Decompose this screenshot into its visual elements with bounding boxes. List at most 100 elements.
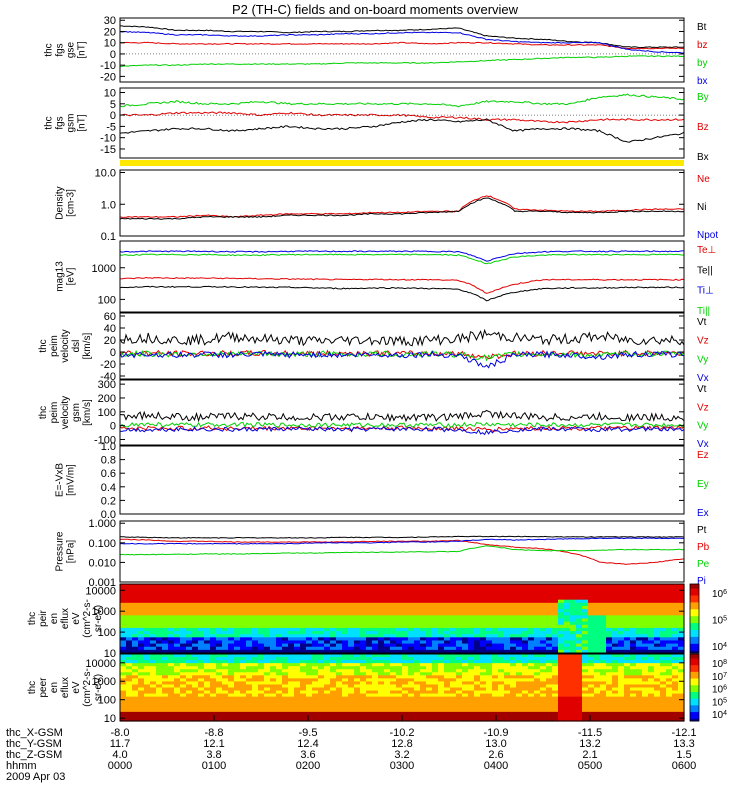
peir-cell: [666, 602, 673, 607]
peer-cell: [126, 687, 133, 692]
peir-cell: [216, 637, 223, 642]
peer-cell: [534, 666, 541, 670]
peir-cell: [378, 634, 385, 638]
peir-cell: [444, 624, 451, 629]
peer-cell: [588, 693, 595, 698]
peir-cell: [336, 584, 343, 588]
peir-cell: [600, 643, 607, 648]
peir-cell: [564, 627, 571, 632]
y-tick-label: 10: [104, 38, 116, 50]
peer-cell: [324, 660, 331, 664]
peir-cell: [270, 618, 277, 623]
peer-cell: [426, 711, 433, 716]
peer-cell: [498, 705, 505, 710]
peer-cell: [552, 702, 559, 707]
peer-cell: [558, 708, 565, 713]
peer-cell: [636, 657, 643, 661]
peir-cell: [144, 602, 151, 607]
peir-cell: [276, 590, 283, 595]
peer-cell: [648, 684, 655, 689]
peer-cell: [582, 717, 589, 722]
peer-cell: [288, 657, 295, 661]
peer-cell: [138, 684, 145, 689]
peir-cell: [582, 640, 589, 645]
peer-cell: [378, 660, 385, 664]
peer-cell: [576, 690, 583, 695]
peer-cell: [186, 678, 193, 683]
peer-cell: [522, 657, 529, 661]
peer-cell: [504, 669, 511, 673]
peir-cell: [264, 609, 271, 613]
peir-cell: [174, 631, 181, 635]
peir-cell: [414, 605, 421, 610]
peir-cell: [240, 631, 247, 635]
peir-cell: [432, 646, 439, 651]
peer-cell: [216, 654, 223, 658]
peer-cell: [432, 708, 439, 713]
peir-cell: [582, 587, 589, 591]
peer-cell: [654, 669, 661, 673]
peer-cell: [252, 696, 259, 701]
peer-cell: [462, 711, 469, 716]
peir-cell: [192, 624, 199, 629]
peir-cell: [642, 602, 649, 607]
peir-cell: [174, 637, 181, 642]
peer-cell: [414, 660, 421, 664]
peer-cell: [636, 717, 643, 722]
peir-cell: [486, 593, 493, 598]
peer-cell: [456, 675, 463, 679]
peer-cell: [354, 693, 361, 698]
peer-cell: [240, 687, 247, 692]
x-row-value: -10.9: [483, 727, 508, 739]
x-row-value: -8.0: [111, 727, 130, 739]
peir-cell: [552, 599, 559, 604]
peer-cell: [546, 702, 553, 707]
peir-cell: [366, 640, 373, 645]
peer-cell: [186, 708, 193, 713]
peir-cell: [198, 646, 205, 651]
peer-cell: [240, 714, 247, 719]
peir-cell: [396, 631, 403, 635]
peer-cell: [216, 678, 223, 683]
peer-cell: [648, 690, 655, 695]
peer-cell: [438, 690, 445, 695]
peir-cell: [264, 584, 271, 588]
peir-cell: [204, 637, 211, 642]
peer-cell: [672, 657, 679, 661]
peir-cell: [282, 640, 289, 645]
peer-cell: [300, 684, 307, 689]
peir-cell: [408, 584, 415, 588]
peir-cell: [276, 627, 283, 632]
peer-cell: [462, 666, 469, 670]
peir-cell: [618, 596, 625, 601]
peer-cell: [618, 678, 625, 683]
peer-cell: [252, 672, 259, 676]
peir-cell: [360, 615, 367, 620]
peir-cell: [546, 627, 553, 632]
peer-cell: [570, 666, 577, 670]
peer-cell: [564, 690, 571, 695]
peir-cell: [174, 627, 181, 632]
peir-cell: [342, 587, 349, 591]
colorbar-swatch: [690, 694, 699, 697]
peer-cell: [606, 693, 613, 698]
peir-cell: [216, 627, 223, 632]
peir-cell: [168, 587, 175, 591]
peir-cell: [210, 631, 217, 635]
y-axis-label: eV: [71, 612, 82, 625]
peer-cell: [612, 684, 619, 689]
peir-cell: [426, 593, 433, 598]
peer-cell: [168, 663, 175, 667]
peer-cell: [606, 672, 613, 676]
peir-cell: [648, 631, 655, 635]
peer-cell: [408, 708, 415, 713]
peir-cell: [222, 590, 229, 595]
peir-cell: [552, 615, 559, 620]
peer-cell: [288, 696, 295, 701]
peir-cell: [666, 605, 673, 610]
peer-cell: [198, 714, 205, 719]
peir-cell: [570, 584, 577, 588]
peer-cell: [318, 696, 325, 701]
legend-vel_dsl-1: Vz: [697, 336, 709, 347]
